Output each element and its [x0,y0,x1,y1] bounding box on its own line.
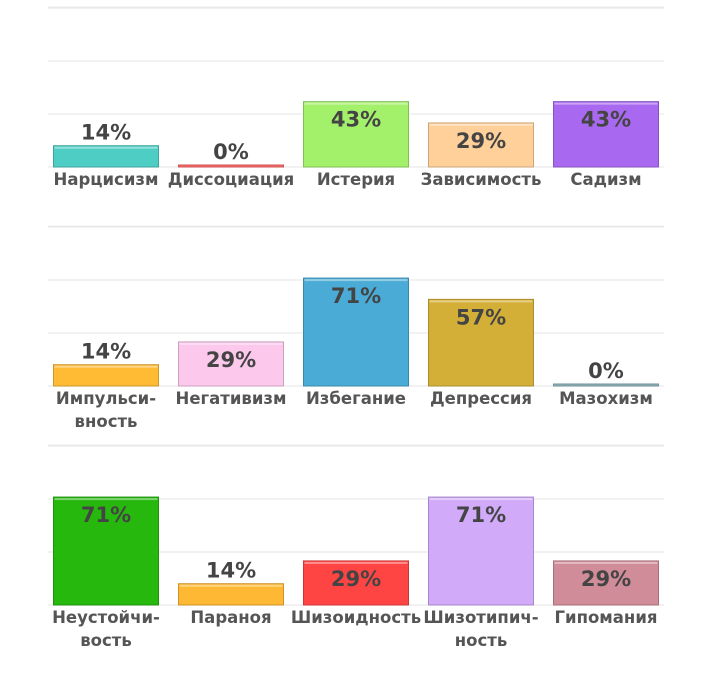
gridlines [48,6,664,115]
value-label-3: 43% [331,108,381,132]
bar-highlight [179,584,283,587]
bar-2 [178,583,284,606]
value-label-4: 57% [456,305,506,329]
value-label-2: 0% [213,140,249,164]
category-label-4: Депрессия [430,389,532,408]
category-label-2: Негативизм [176,389,287,408]
value-label-5: 43% [581,108,631,132]
value-label-1: 71% [81,503,131,527]
bar-highlight [429,300,533,303]
chart-panel-2: 14% Импульси-вность 29% Негативизм 71% Избега… [48,225,664,431]
value-label-4: 71% [456,503,506,527]
category-label-2: Параноя [190,608,271,627]
bar-1 [53,364,159,387]
category-label-2: Диссоциация [168,170,294,189]
bar-highlight [304,102,408,105]
bar-highlight [554,561,658,564]
category-label-4: ность [455,631,508,650]
bar-highlight [54,498,158,501]
category-label-5: Садизм [570,170,641,189]
category-label-5: Гипомания [555,608,658,627]
category-label-1: вость [80,631,132,650]
value-label-2: 29% [206,348,256,372]
bar-2 [178,164,284,168]
bar-3 [303,101,409,168]
bar-highlight [304,561,408,564]
value-label-1: 14% [81,121,131,145]
category-label-4: Зависимость [421,170,542,189]
category-label-5: Мазохизм [559,389,653,408]
chart-panel-1: 14% Нарцисизм 0% Диссоциация 43% Истерия 29% За… [48,6,664,189]
category-label-3: Шизоидность [291,608,421,627]
bar-4 [428,298,534,387]
value-label-3: 29% [331,567,381,591]
bar-3 [303,560,409,606]
category-label-1: Нарцисизм [54,170,159,189]
bar-3 [303,277,409,387]
category-label-3: Избегание [306,389,406,408]
value-label-2: 14% [206,559,256,583]
category-label-1: Импульси- [56,389,156,408]
bar-4 [428,496,534,606]
category-label-1: вность [75,412,138,431]
bar-highlight [429,498,533,501]
bar-5 [553,383,659,387]
chart-panel-3: 71% Неустойчи-вость 14% Параноя 29% Шизоиднос… [48,444,664,650]
category-label-1: Неустойчи- [52,608,160,627]
bar-highlight [179,342,283,345]
value-label-5: 29% [581,567,631,591]
value-label-3: 71% [331,284,381,308]
bar-highlight [429,123,533,126]
bar-5 [553,101,659,168]
bar-highlight [54,365,158,368]
bar-highlight [54,146,158,149]
bar-highlight [554,102,658,105]
bar-1 [53,496,159,606]
category-label-3: Истерия [317,170,395,189]
value-label-5: 0% [588,359,624,383]
bar-4 [428,122,534,168]
bar-2 [178,341,284,387]
bar-1 [53,145,159,168]
bar-highlight [304,279,408,282]
value-label-4: 29% [456,129,506,153]
value-label-1: 14% [81,340,131,364]
bar-5 [553,560,659,606]
category-label-4: Шизотипич- [423,608,538,627]
